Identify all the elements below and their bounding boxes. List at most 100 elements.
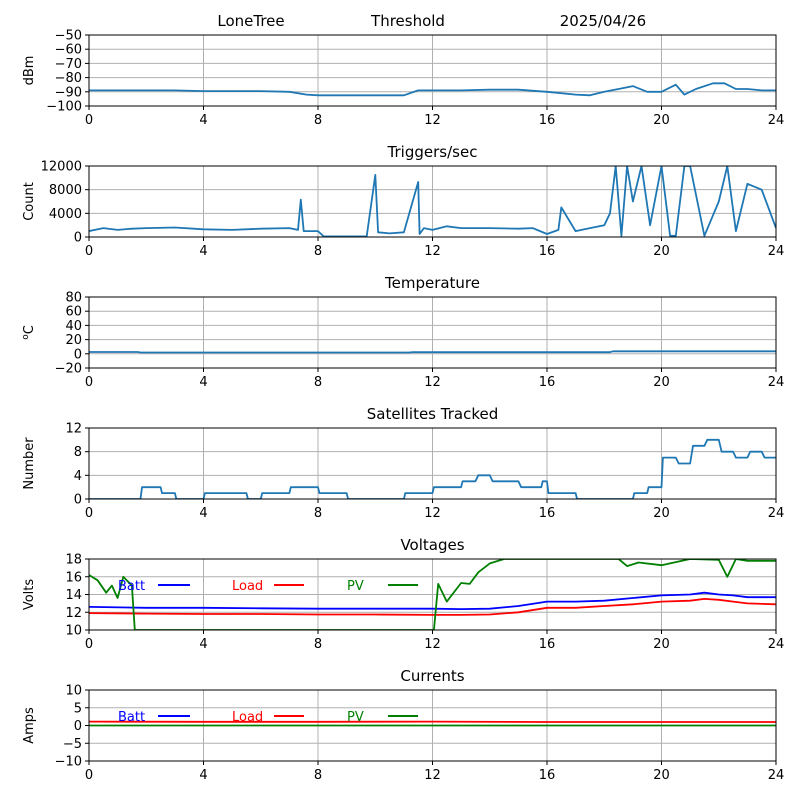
x-tick-label: 12	[424, 637, 441, 652]
x-tick-label: 12	[424, 506, 441, 521]
series-line-temperature-0	[89, 350, 776, 354]
x-tick-label: 4	[199, 244, 207, 259]
y-tick-label: 80	[65, 291, 82, 306]
y-axis-label: Amps	[22, 707, 37, 744]
series-line-batt	[89, 591, 776, 610]
x-tick-label: 12	[424, 768, 441, 783]
x-tick-label: 0	[85, 244, 93, 259]
x-tick-label: 24	[768, 506, 785, 521]
y-tick-label: 4000	[49, 207, 82, 222]
legend-label: Batt	[118, 710, 145, 725]
x-tick-label: 8	[314, 113, 322, 128]
x-tick-label: 8	[314, 244, 322, 259]
x-tick-label: 4	[199, 375, 207, 390]
x-tick-label: 16	[539, 768, 556, 783]
x-tick-label: 0	[85, 375, 93, 390]
panel-voltages: Batt Load PV 0 4 8 12 16 20 24 10 12 14 16 18 Voltages V…	[22, 536, 784, 652]
y-tick-label: 12	[65, 606, 82, 621]
legend-label: Load	[232, 710, 263, 725]
panel-title: Currents	[400, 667, 464, 685]
y-tick-label: 0	[74, 719, 82, 734]
x-tick-label: 20	[653, 113, 670, 128]
x-tick-label: 20	[653, 637, 670, 652]
series-line-pv	[89, 559, 776, 630]
x-tick-label: 24	[768, 244, 785, 259]
series-line-satellites-0	[89, 438, 776, 499]
x-tick-label: 24	[768, 375, 785, 390]
y-tick-label: −70	[55, 57, 82, 72]
panel-title: Satellites Tracked	[367, 405, 498, 423]
x-tick-label: 16	[539, 244, 556, 259]
x-tick-label: 8	[314, 637, 322, 652]
legend-label: PV	[347, 579, 364, 594]
x-tick-label: 20	[653, 506, 670, 521]
series-line-dbm-0	[89, 82, 776, 97]
y-axis-label: dBm	[22, 56, 37, 86]
y-tick-label: 14	[65, 588, 82, 603]
x-tick-label: 8	[314, 506, 322, 521]
x-tick-label: 16	[539, 637, 556, 652]
y-tick-label: −5	[63, 737, 82, 752]
panel-title: Voltages	[400, 536, 464, 554]
y-tick-label: 10	[65, 624, 82, 639]
y-tick-label: 10	[65, 684, 82, 699]
y-tick-label: −20	[55, 362, 82, 377]
x-tick-label: 0	[85, 113, 93, 128]
x-tick-label: 16	[539, 113, 556, 128]
y-tick-label: −10	[55, 755, 82, 770]
panel-satellites: 0 4 8 12 16 20 24 0 4 8 12 Satellites Tracked Number	[22, 405, 784, 521]
y-tick-label: 12000	[41, 160, 82, 175]
panel-triggers: 0 4 8 12 16 20 24 0 4000 8000 12000 Triggers/sec Cou…	[22, 143, 784, 259]
y-axis-label: Volts	[22, 579, 37, 611]
x-tick-label: 0	[85, 637, 93, 652]
x-tick-label: 8	[314, 375, 322, 390]
x-tick-label: 0	[85, 768, 93, 783]
x-tick-label: 24	[768, 113, 785, 128]
x-tick-label: 12	[424, 375, 441, 390]
x-tick-label: 16	[539, 506, 556, 521]
x-tick-label: 4	[199, 506, 207, 521]
x-tick-label: 4	[199, 768, 207, 783]
panel-dbm: 0 4 8 12 16 20 24 −100−90−80−70−60−50 dBm	[22, 29, 784, 129]
y-tick-label: −100	[46, 100, 82, 115]
legend-label: PV	[347, 710, 364, 725]
header-date: 2025/04/26	[560, 12, 646, 30]
panel-title: Temperature	[384, 274, 480, 292]
y-tick-label: 5	[74, 701, 82, 716]
x-tick-label: 24	[768, 768, 785, 783]
y-tick-label: 8	[74, 445, 82, 460]
y-tick-label: −90	[55, 85, 82, 100]
y-tick-label: −50	[55, 29, 82, 44]
x-tick-label: 20	[653, 375, 670, 390]
y-tick-label: 4	[74, 469, 82, 484]
y-tick-label: 60	[65, 305, 82, 320]
x-tick-label: 12	[424, 113, 441, 128]
header-station: LoneTree	[217, 12, 284, 30]
y-axis-label: Number	[22, 437, 37, 490]
x-tick-label: 20	[653, 768, 670, 783]
series-line-load	[89, 598, 776, 616]
x-tick-label: 20	[653, 244, 670, 259]
series-line-triggers-0	[89, 166, 776, 237]
x-tick-label: 12	[424, 244, 441, 259]
y-tick-label: 0	[74, 231, 82, 246]
x-tick-label: 24	[768, 637, 785, 652]
panel-title: Triggers/sec	[387, 143, 478, 161]
y-tick-label: 20	[65, 333, 82, 348]
y-tick-label: 12	[65, 422, 82, 437]
header-mode: Threshold	[370, 12, 445, 30]
y-tick-label: 16	[65, 570, 82, 585]
x-tick-label: 4	[199, 113, 207, 128]
y-axis-label: Count	[22, 182, 37, 221]
y-tick-label: 18	[65, 553, 82, 568]
x-tick-label: 0	[85, 506, 93, 521]
legend-label: Load	[232, 579, 263, 594]
x-tick-label: 4	[199, 637, 207, 652]
y-tick-label: 8000	[49, 183, 82, 198]
y-tick-label: −60	[55, 43, 82, 58]
panel-currents: Batt Load PV 0 4 8 12 16 20 24 −10 −5 0 5 10 Currents Am…	[22, 667, 784, 783]
x-tick-label: 16	[539, 375, 556, 390]
